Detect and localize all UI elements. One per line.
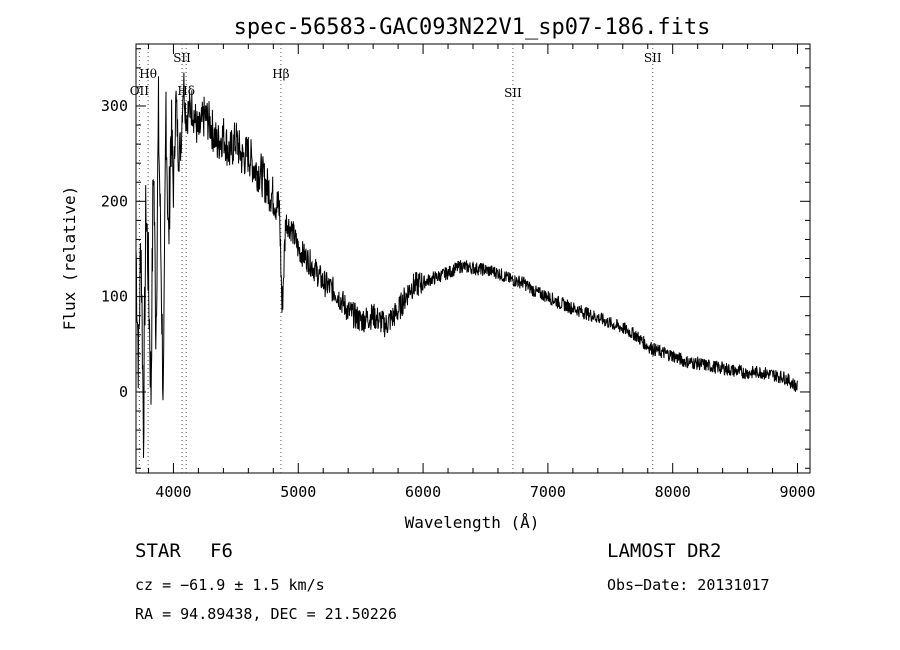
object-subclass: F6: [210, 540, 233, 562]
survey-name: LAMOST DR2: [607, 540, 722, 562]
line-marker-label: Hδ: [177, 84, 195, 98]
axis-ticks: 4000 5000 6000 7000 8000 9000 0 100 200 300: [101, 44, 816, 501]
y-axis-label: Flux (relative): [60, 186, 79, 331]
x-tick-label: 4000: [155, 483, 191, 501]
chart-title: spec-56583-GAC093N22V1_sp07-186.fits: [234, 15, 711, 40]
line-markers: OII Hθ SII Hδ Hβ SII SII: [130, 44, 662, 473]
y-tick-label: 100: [101, 288, 128, 306]
redshift-cz: cz = −61.9 ± 1.5 km/s: [135, 576, 325, 594]
coordinates: RA = 94.89438, DEC = 21.50226: [135, 605, 397, 623]
line-marker-label: Hβ: [272, 67, 289, 81]
object-class: STAR: [135, 540, 181, 562]
plot-frame: [135, 43, 811, 474]
y-tick-label: 300: [101, 97, 128, 115]
x-tick-label: 6000: [405, 483, 441, 501]
x-tick-label: 7000: [530, 483, 566, 501]
line-marker-label: SII: [173, 51, 191, 65]
line-marker-label: SII: [644, 51, 662, 65]
x-tick-label: 9000: [779, 483, 815, 501]
line-marker-label: Hθ: [139, 67, 157, 81]
x-tick-label: 5000: [280, 483, 316, 501]
y-tick-label: 0: [119, 383, 128, 401]
observation-date: Obs−Date: 20131017: [607, 576, 770, 594]
x-tick-label: 8000: [655, 483, 691, 501]
line-marker-label: OII: [130, 84, 150, 98]
line-marker-label: SII: [504, 86, 522, 100]
y-tick-label: 200: [101, 192, 128, 210]
spectrum-line: [135, 72, 798, 458]
x-axis-label: Wavelength (Å): [405, 513, 540, 532]
